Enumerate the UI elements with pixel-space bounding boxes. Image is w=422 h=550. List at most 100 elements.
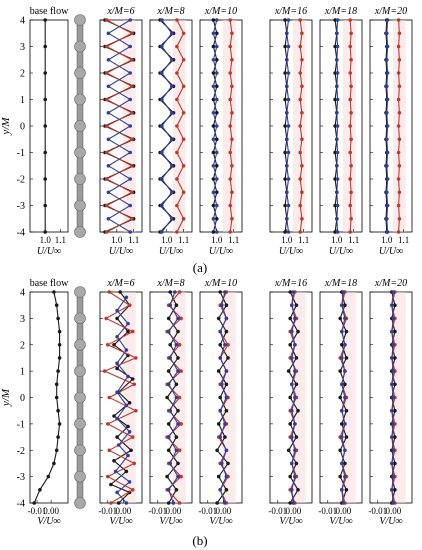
data-point-1: [228, 150, 232, 155]
data-point-2: [115, 308, 119, 313]
data-point-0: [223, 435, 227, 439]
y-tick-label: 0: [20, 393, 25, 404]
data-point-1: [348, 177, 353, 181]
data-point-2: [390, 435, 394, 439]
data-point-2: [224, 474, 229, 479]
data-point-2: [286, 97, 291, 102]
data-point-2: [224, 316, 229, 321]
data-point-1: [230, 31, 234, 36]
data-point-1: [230, 58, 234, 62]
data-point-1: [298, 203, 303, 208]
data-point-2: [340, 488, 344, 492]
data-point-2: [390, 356, 394, 360]
data-point-0: [294, 303, 299, 308]
data-point-2: [115, 361, 119, 366]
data-point-1: [396, 97, 401, 102]
data-point-1: [175, 97, 179, 102]
rod-bead: [74, 40, 86, 53]
data-point-0: [393, 329, 397, 334]
data-point-2: [293, 474, 297, 479]
data-point-1: [107, 290, 112, 294]
data-point-1: [228, 18, 232, 22]
x-tick-label: 1.1: [348, 235, 359, 245]
data-point-1: [175, 71, 179, 75]
x-tick-label: 0.00: [335, 506, 351, 516]
x-tick-label: 1.1: [55, 235, 66, 245]
data-point-2: [160, 177, 164, 181]
data-point-1: [127, 303, 132, 308]
data-point-0: [112, 343, 116, 347]
data-point-2: [224, 395, 229, 400]
data-point-2: [343, 474, 347, 479]
x-tick-label: 1.0: [211, 235, 223, 245]
data-point-2: [385, 111, 389, 115]
data-point-2: [340, 461, 344, 466]
data-point-2: [220, 461, 224, 466]
data-point-1: [349, 31, 353, 36]
data-point-1: [102, 369, 107, 373]
data-point-2: [106, 58, 111, 62]
data-point-0: [215, 111, 219, 115]
data-point-2: [385, 164, 389, 168]
data-point-0: [224, 303, 229, 308]
data-point-2: [391, 343, 396, 347]
data-point-2: [168, 303, 172, 308]
x-tick-label: 1.0: [381, 235, 393, 245]
data-point-2: [335, 190, 339, 195]
data-point-2: [115, 416, 119, 421]
data-point-1: [228, 44, 232, 49]
data-point-2: [174, 448, 179, 453]
data-point-2: [341, 501, 346, 505]
data-point-1: [104, 316, 108, 321]
x-tick-label: -0.01: [198, 506, 217, 516]
y-tick-label: 4: [20, 288, 25, 299]
data-point-2: [176, 474, 180, 479]
data-point-2: [115, 390, 119, 395]
data-point-2: [160, 97, 164, 102]
data-point-0: [176, 329, 180, 334]
data-point-1: [106, 474, 110, 479]
data-point-0: [165, 474, 169, 479]
data-point-1: [175, 44, 179, 49]
data-point-1: [130, 58, 134, 62]
x-axis-label: V/U∞: [209, 516, 232, 527]
data-point-0: [294, 356, 299, 360]
data-point-0: [54, 448, 59, 453]
data-point-1: [300, 217, 304, 221]
x-tick-label: 1.0: [331, 235, 343, 245]
data-point-0: [343, 303, 347, 308]
data-point-0: [126, 424, 130, 429]
data-point-0: [43, 124, 47, 128]
data-point-2: [285, 84, 289, 89]
data-point-1: [348, 18, 353, 22]
data-point-1: [175, 124, 179, 128]
y-tick-label: -3: [17, 201, 25, 212]
data-point-2: [124, 295, 129, 300]
data-point-1: [298, 71, 303, 75]
y-tick-label: 2: [20, 69, 25, 80]
data-point-1: [230, 164, 234, 168]
data-point-1: [298, 230, 303, 234]
data-point-2: [385, 18, 390, 22]
data-point-0: [296, 329, 300, 334]
data-point-2: [385, 58, 389, 62]
data-point-2: [335, 44, 340, 49]
x-tick-label: -0.01: [98, 506, 117, 516]
data-point-1: [107, 448, 112, 453]
data-point-0: [216, 316, 221, 321]
subplot-title: x/M=8: [156, 278, 184, 289]
subplot-title: base flow: [30, 278, 69, 289]
data-point-2: [385, 97, 390, 102]
data-point-0: [52, 290, 56, 294]
data-point-1: [130, 111, 134, 115]
data-point-2: [218, 488, 222, 492]
data-point-2: [335, 137, 339, 142]
data-point-0: [393, 488, 397, 492]
data-point-0: [118, 290, 122, 294]
rod-bead: [74, 391, 86, 404]
data-point-0: [393, 382, 397, 387]
data-point-0: [174, 435, 179, 439]
data-point-1: [348, 71, 353, 75]
data-point-2: [160, 44, 164, 49]
data-point-2: [385, 203, 390, 208]
